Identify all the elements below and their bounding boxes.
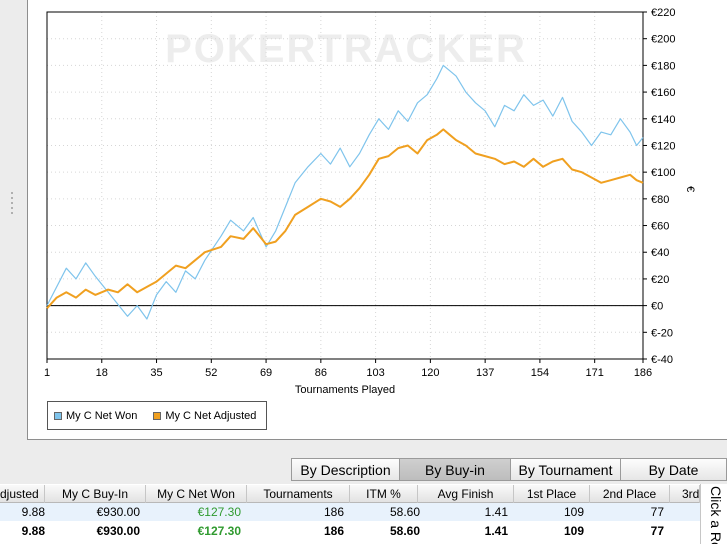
x-tick-label: 103 (366, 367, 384, 379)
y-tick-label: €80 (651, 194, 669, 206)
y-tick-label: €180 (651, 60, 675, 72)
y-tick-label: €220 (651, 7, 675, 19)
plot-area-frame (46, 11, 644, 360)
splitter-handle-vertical[interactable] (9, 192, 15, 222)
col-header-2nd-place[interactable]: 2nd Place (590, 485, 670, 503)
series-line-net-won (46, 64, 644, 320)
col-header-avg-finish[interactable]: Avg Finish (418, 485, 514, 503)
col-header-buy-in[interactable]: My C Buy-In (45, 485, 146, 503)
watermark-text: POKERTRACKER (165, 27, 527, 71)
y-tick-label: €-40 (651, 354, 673, 366)
legend-label: My C Net Won (66, 409, 138, 422)
cell-adjusted: 9.88 (21, 505, 45, 519)
cell-avg-finish: 1.41 (484, 505, 508, 519)
y-tick-label: €40 (651, 247, 669, 259)
cell-itm: 58.60 (389, 524, 420, 538)
chart-series (46, 64, 644, 320)
series-line-net-adjusted (46, 128, 644, 309)
y-tick-label: €100 (651, 167, 675, 179)
x-tick-label: 69 (260, 367, 272, 379)
results-chart: POKERTRACKER €220 €200 €180 €160 €140 €120 €10… (44, 7, 696, 396)
chart-legend: My C Net Won My C Net Adjusted (47, 401, 267, 430)
side-hint-strip (700, 484, 727, 544)
y-tick-label: €200 (651, 34, 675, 46)
cell-2nd-place: 77 (650, 524, 664, 538)
splitter-handle-horizontal[interactable] (352, 450, 382, 463)
cell-2nd-place: 77 (650, 505, 664, 519)
y-tick-label: €160 (651, 87, 675, 99)
cell-buy-in: €930.00 (96, 505, 140, 519)
x-tick-label: 18 (96, 367, 108, 379)
table-row-total[interactable]: 9.88 €930.00 €127.30 186 58.60 1.41 109 … (0, 522, 700, 540)
table-header-row: djusted My C Buy-In My C Net Won Tournam… (0, 485, 700, 503)
x-tick-label: 35 (150, 367, 162, 379)
tab-by-description[interactable]: By Description (291, 458, 399, 481)
legend-swatch (153, 411, 162, 420)
report-tabs: By Description By Buy-in By Tournament B… (291, 458, 727, 481)
legend-swatch (54, 411, 62, 420)
x-tick-label: 154 (531, 367, 549, 379)
cell-adjusted: 9.88 (21, 524, 45, 538)
table-row[interactable]: 9.88 €930.00 €127.30 186 58.60 1.41 109 … (0, 503, 700, 521)
cell-buy-in: €930.00 (96, 524, 140, 538)
y-tick-label: €-20 (651, 327, 673, 339)
chart-panel (27, 0, 727, 440)
y-axis-ticks: €220 €200 €180 €160 €140 €120 €100 €80 €60 €40 €20… (643, 7, 675, 366)
y-tick-label: €140 (651, 114, 675, 126)
x-tick-label: 171 (585, 367, 603, 379)
cell-net-won: €127.30 (197, 505, 241, 519)
x-axis-ticks: 1 18 35 52 69 86 103 120 137 154 171 186 (44, 359, 652, 379)
cell-avg-finish: 1.41 (484, 524, 508, 538)
y-tick-label: €0 (651, 301, 663, 313)
cell-1st-place: 109 (563, 524, 584, 538)
x-tick-label: 52 (205, 367, 217, 379)
col-header-adjusted[interactable]: djusted (0, 485, 45, 503)
col-header-itm[interactable]: ITM % (350, 485, 418, 503)
x-tick-label: 86 (315, 367, 327, 379)
legend-label: My C Net Adjusted (165, 409, 257, 422)
cell-itm: 58.60 (389, 505, 420, 519)
legend-entry: My C Net Won (54, 410, 137, 422)
cell-tournaments: 186 (323, 505, 344, 519)
y-tick-label: €120 (651, 140, 675, 152)
tab-by-buy-in[interactable]: By Buy-in (399, 458, 510, 481)
side-hint-text: Click a Row (708, 486, 724, 544)
legend-entry: My C Net Adjusted (153, 410, 256, 422)
x-tick-label: 137 (476, 367, 494, 379)
col-header-1st-place[interactable]: 1st Place (514, 485, 590, 503)
tab-by-tournament[interactable]: By Tournament (510, 458, 620, 481)
tab-by-date[interactable]: By Date (620, 458, 727, 481)
stats-table: djusted My C Buy-In My C Net Won Tournam… (0, 484, 727, 544)
y-axis-label: € (684, 186, 696, 192)
x-tick-label: 186 (634, 367, 652, 379)
cell-1st-place: 109 (563, 505, 584, 519)
col-header-tournaments[interactable]: Tournaments (247, 485, 350, 503)
y-tick-label: €20 (651, 274, 669, 286)
y-tick-label: €60 (651, 221, 669, 233)
pokertracker-watermark: POKERTRACKER (165, 27, 527, 71)
col-header-net-won[interactable]: My C Net Won (146, 485, 247, 503)
x-axis-label: Tournaments Played (295, 384, 395, 396)
col-header-3rd-place[interactable]: 3rd (670, 485, 700, 503)
cell-tournaments: 186 (323, 524, 344, 538)
x-tick-label: 120 (421, 367, 439, 379)
x-tick-label: 1 (44, 367, 50, 379)
cell-net-won: €127.30 (197, 524, 241, 538)
